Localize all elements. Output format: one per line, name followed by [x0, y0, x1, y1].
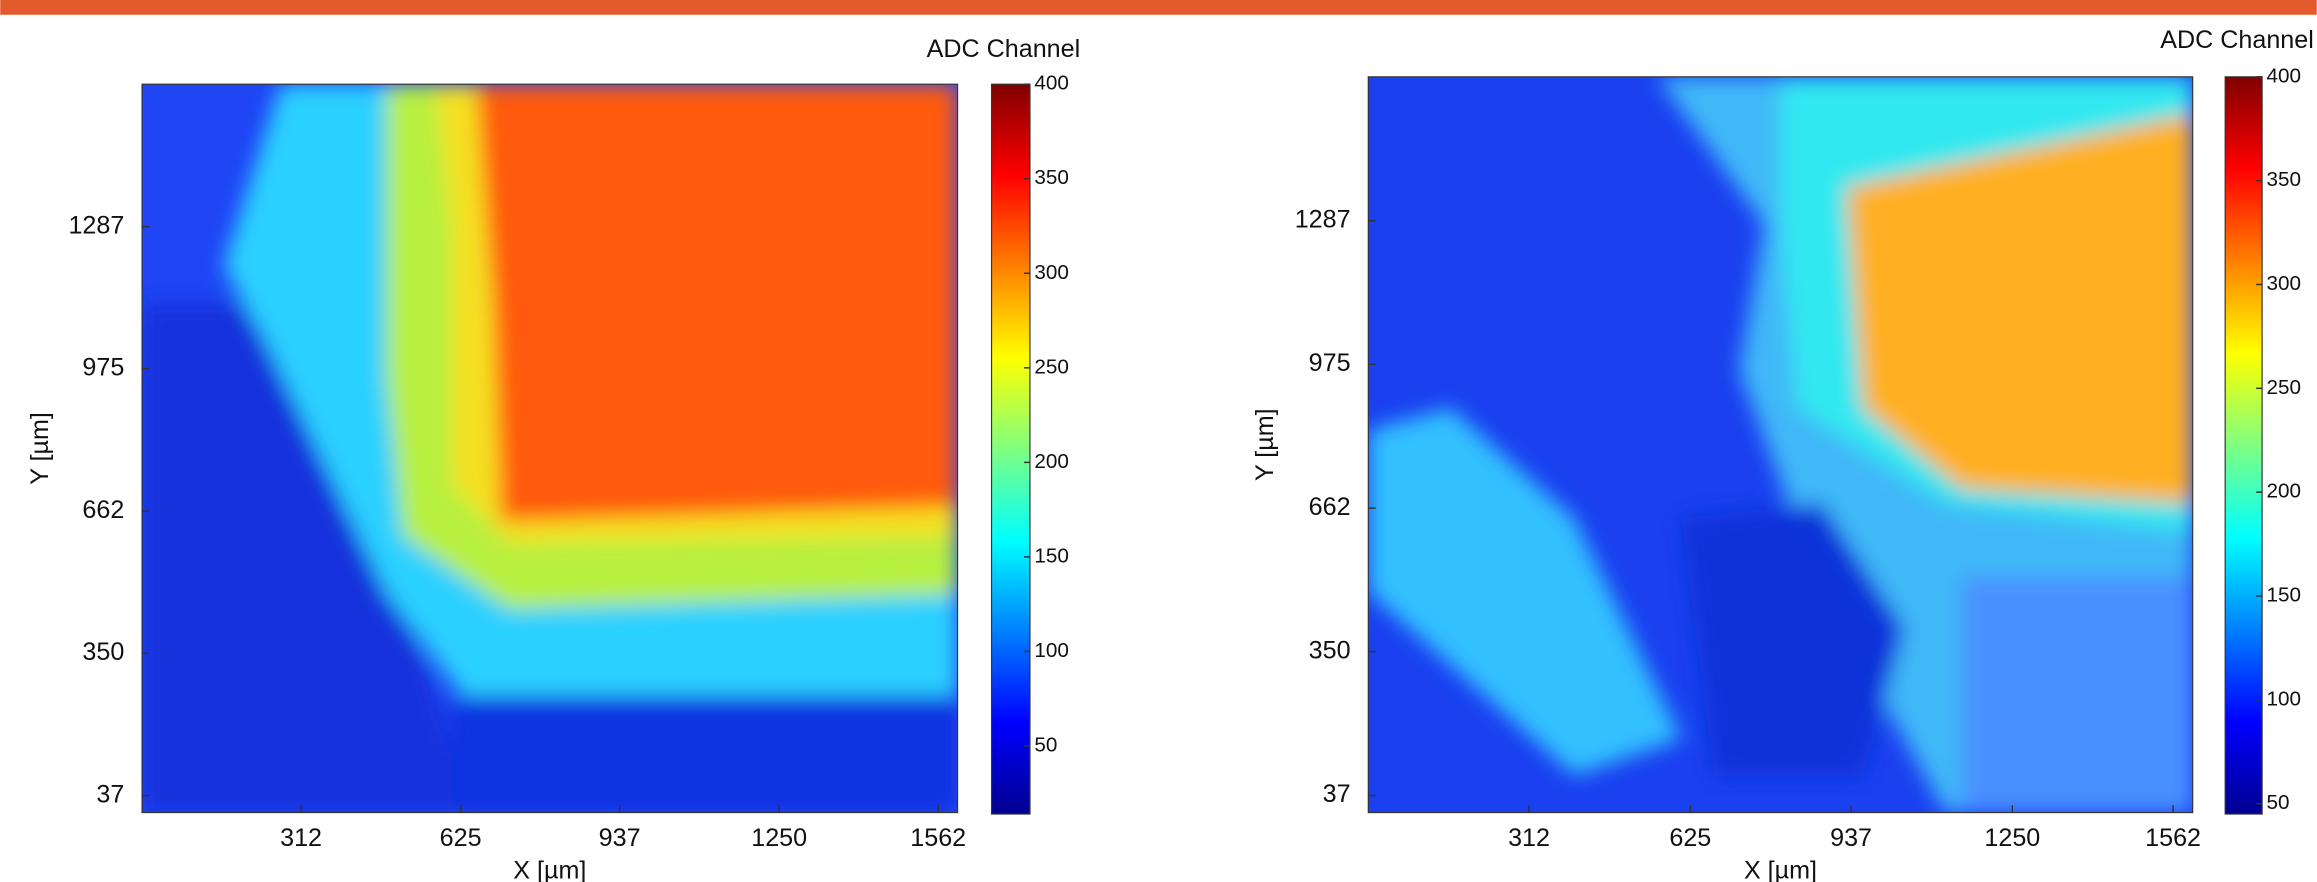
colorbar-tick-label: 200	[2267, 480, 2302, 503]
x-tick-label: 625	[440, 824, 482, 852]
colorbar-tick-label: 300	[2267, 272, 2302, 295]
colorbar-tick-label: 400	[1034, 72, 1069, 95]
colorbar-tick-label: 200	[1034, 450, 1069, 473]
heatmap-image	[142, 84, 958, 813]
colorbar	[990, 83, 1031, 815]
colorbar-tick-label: 250	[1034, 355, 1069, 378]
colorbar-tick-label: 100	[1034, 639, 1069, 662]
colorbar-label: ADC Channel	[927, 35, 1081, 63]
colorbar-tick-label: 150	[1034, 544, 1069, 567]
x-axis-label: X [µm]	[1744, 856, 1817, 882]
y-tick-label: 37	[1323, 780, 1351, 808]
y-tick-label: 37	[96, 780, 124, 808]
y-tick-label: 975	[1309, 349, 1351, 377]
plot-frame	[141, 83, 959, 814]
colorbar-tick-label: 300	[1034, 261, 1069, 284]
x-axis-label: X [µm]	[513, 856, 586, 882]
top-banner	[0, 0, 2317, 15]
x-tick-label: 1250	[751, 824, 807, 852]
colorbar-label: ADC Channel	[2160, 26, 2314, 54]
colorbar-tick-label: 50	[1034, 733, 1057, 756]
colorbar-tick-label: 250	[2267, 376, 2302, 399]
colorbar-tick-label: 100	[2267, 687, 2302, 710]
colorbar-tick-label: 350	[2267, 168, 2302, 191]
x-tick-label: 625	[1669, 824, 1711, 852]
colorbar-tick-label: 400	[2267, 64, 2302, 87]
heatmap-region	[1368, 407, 1682, 776]
colorbar	[2224, 76, 2263, 815]
x-tick-label: 312	[1508, 824, 1550, 852]
y-tick-label: 975	[82, 353, 124, 381]
y-axis-label: Y [µm]	[26, 412, 54, 485]
y-axis-label: Y [µm]	[1251, 408, 1279, 481]
y-tick-label: 662	[82, 496, 124, 524]
x-tick-label: 937	[599, 824, 641, 852]
x-tick-label: 312	[280, 824, 322, 852]
heatmap-region	[1846, 113, 2193, 504]
heatmap-regions	[142, 84, 958, 813]
y-tick-label: 1287	[1295, 205, 1351, 233]
y-tick-label: 662	[1309, 493, 1351, 521]
heatmap-region	[1681, 503, 1905, 776]
x-tick-label: 937	[1830, 824, 1872, 852]
heatmap-region	[142, 302, 469, 813]
colorbar-tick-label: 350	[1034, 166, 1069, 189]
heatmap-region	[451, 696, 958, 813]
x-tick-label: 1562	[2145, 824, 2201, 852]
plot-frame	[1367, 76, 2194, 814]
colorbar-tick-label: 150	[2267, 583, 2302, 606]
x-tick-label: 1562	[910, 824, 966, 852]
heatmap-regions	[1368, 76, 2193, 813]
heatmap-region	[1961, 577, 2193, 813]
heatmap-image	[1368, 76, 2193, 813]
y-tick-label: 350	[82, 638, 124, 666]
x-tick-label: 1250	[1984, 824, 2040, 852]
heatmap-region	[476, 84, 958, 522]
y-tick-label: 1287	[68, 211, 124, 239]
y-tick-label: 350	[1309, 636, 1351, 664]
colorbar-tick-label: 50	[2267, 791, 2290, 814]
